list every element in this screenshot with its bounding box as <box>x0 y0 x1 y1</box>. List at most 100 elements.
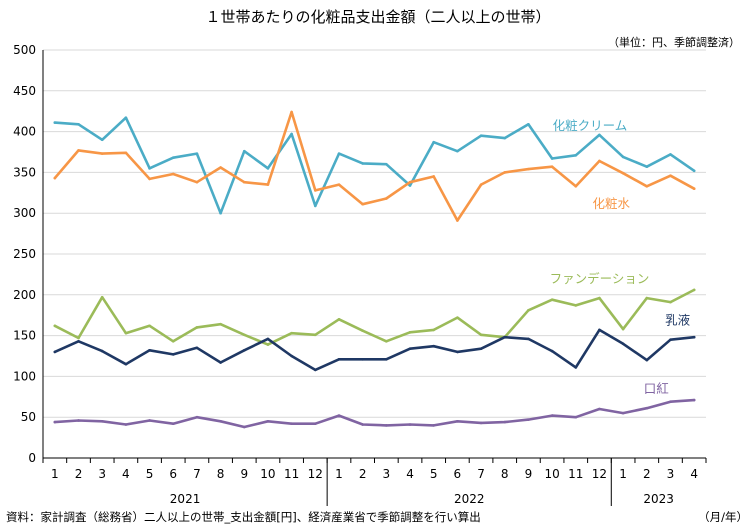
x-tick-label: 1 <box>619 467 627 481</box>
data-point <box>621 155 625 159</box>
data-point <box>479 333 483 337</box>
series-line <box>53 398 696 429</box>
year-label: 2021 <box>170 492 201 506</box>
data-point <box>692 398 696 402</box>
data-point <box>598 407 601 411</box>
data-point <box>219 322 222 326</box>
data-point <box>148 177 151 181</box>
data-point <box>314 204 317 208</box>
data-point <box>290 110 293 114</box>
data-point <box>171 340 175 343</box>
data-point <box>53 176 57 180</box>
data-point <box>503 171 507 174</box>
data-point <box>337 414 341 417</box>
data-point <box>574 415 578 419</box>
data-point <box>124 362 128 366</box>
x-tick-label: 3 <box>667 467 675 481</box>
source-note: 資料：家計調査（総務省）二人以上の世帯_支出金額[円]、経済産業省で季節調整を行… <box>6 510 481 524</box>
data-point <box>456 316 459 319</box>
series-label: 乳液 <box>665 313 691 328</box>
data-point <box>195 152 199 155</box>
data-point <box>242 425 246 429</box>
data-point <box>219 419 222 423</box>
data-point <box>692 169 696 173</box>
series-line <box>53 110 696 222</box>
x-tick-label: 3 <box>383 467 391 481</box>
data-point <box>219 166 222 169</box>
data-point <box>432 344 435 348</box>
y-tick-label: 300 <box>13 206 36 220</box>
data-point <box>195 346 199 350</box>
data-point <box>195 326 199 329</box>
series-label: ファンデーション <box>550 271 650 286</box>
data-point <box>100 152 104 155</box>
data-point <box>456 419 459 423</box>
x-tick-label: 9 <box>525 467 533 481</box>
data-point <box>148 324 151 328</box>
data-point <box>124 423 128 426</box>
data-point <box>645 165 649 168</box>
year-label: 2023 <box>643 492 674 506</box>
data-point <box>503 420 507 424</box>
x-tick-label: 10 <box>544 467 559 481</box>
data-point <box>550 298 554 301</box>
data-point <box>621 342 625 346</box>
data-point <box>645 184 649 188</box>
data-point <box>171 172 175 176</box>
data-point <box>77 122 80 126</box>
data-point <box>645 296 649 300</box>
y-tick-label: 250 <box>13 247 36 261</box>
data-point <box>645 358 649 362</box>
y-tick-label: 200 <box>13 288 36 302</box>
data-point <box>385 340 388 343</box>
data-point <box>266 343 270 346</box>
data-point <box>148 167 151 170</box>
data-point <box>550 414 554 417</box>
x-tick-label: 6 <box>169 467 177 481</box>
data-point <box>385 197 388 200</box>
y-tick-label: 150 <box>13 329 36 343</box>
data-point <box>385 357 388 361</box>
data-point <box>598 159 601 163</box>
data-point <box>124 151 128 155</box>
data-point <box>290 422 293 426</box>
data-point <box>171 353 175 356</box>
data-point <box>171 422 175 426</box>
x-tick-label: 11 <box>568 467 583 481</box>
data-point <box>527 337 530 341</box>
unit-note: （単位：円、季節調整済） <box>608 36 740 49</box>
x-tick-label: 5 <box>146 467 154 481</box>
x-tick-label: 10 <box>260 467 275 481</box>
x-tick-label: 8 <box>501 467 509 481</box>
data-point <box>361 423 364 426</box>
x-tick-label: 3 <box>98 467 106 481</box>
data-point <box>456 149 459 153</box>
x-tick-label: 1 <box>51 467 59 481</box>
data-point <box>408 184 412 187</box>
chart-title: １世帯あたりの化粧品支出金額（二人以上の世帯） <box>205 8 551 26</box>
data-point <box>669 338 672 341</box>
x-tick-label: 11 <box>284 467 299 481</box>
data-point <box>242 348 246 352</box>
data-point <box>692 335 696 339</box>
data-point <box>124 331 128 335</box>
data-point <box>621 411 625 415</box>
x-tick-label: 5 <box>430 467 438 481</box>
data-point <box>77 336 80 340</box>
data-point <box>527 418 530 421</box>
data-point <box>503 335 507 339</box>
series-label: 口紅 <box>644 381 669 396</box>
data-point <box>408 423 412 426</box>
x-tick-label: 2 <box>643 467 651 481</box>
data-point <box>408 347 412 350</box>
y-tick-label: 450 <box>13 84 36 98</box>
data-point <box>195 415 199 419</box>
data-point <box>219 211 222 215</box>
data-point <box>242 180 246 184</box>
data-point <box>408 331 412 334</box>
data-point <box>53 324 57 328</box>
x-tick-label: 4 <box>406 467 414 481</box>
data-point <box>100 349 104 353</box>
data-point <box>337 152 341 155</box>
